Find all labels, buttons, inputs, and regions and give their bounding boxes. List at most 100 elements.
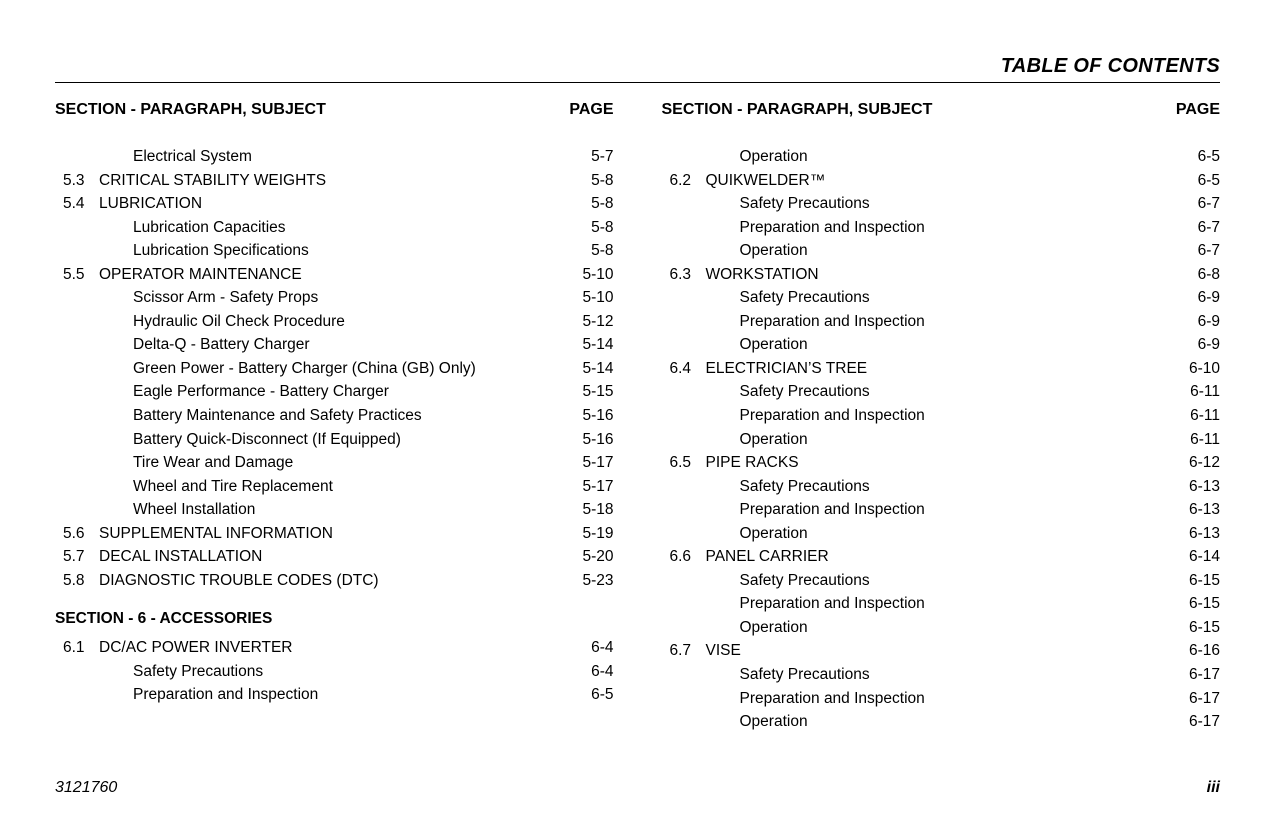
toc-entry-page: 5-19 (574, 522, 614, 546)
toc-entry-number: 5.8 (55, 569, 99, 593)
footer-doc-number: 3121760 (55, 779, 117, 797)
toc-entry: Eagle Performance - Battery Charger5-15 (55, 380, 614, 404)
column-header-left: SECTION - PARAGRAPH, SUBJECT (55, 101, 326, 119)
toc-entry: Operation 6-7 (662, 239, 1221, 263)
toc-entry-page: 6-4 (574, 660, 614, 684)
toc-entry-page: 5-16 (574, 428, 614, 452)
toc-entry-label: Preparation and Inspection (740, 310, 925, 334)
toc-entry-page: 5-8 (574, 239, 614, 263)
toc-entry: Preparation and Inspection6-9 (662, 310, 1221, 334)
toc-entry-number: 6.4 (662, 357, 706, 381)
toc-entry-page: 6-7 (1180, 239, 1220, 263)
toc-entry: 6.6PANEL CARRIER6-14 (662, 545, 1221, 569)
toc-entry-number: 6.2 (662, 169, 706, 193)
toc-entry-label: Delta-Q - Battery Charger (133, 333, 310, 357)
toc-entry-page: 6-15 (1180, 616, 1220, 640)
toc-entry: Operation6-15 (662, 616, 1221, 640)
toc-entry: Battery Quick-Disconnect (If Equipped) 5-… (55, 428, 614, 452)
toc-entry-label: OPERATOR MAINTENANCE (99, 263, 302, 287)
toc-entry: Green Power - Battery Charger (China (GB… (55, 357, 614, 381)
toc-entry: 6.7VISE 6-16 (662, 639, 1221, 663)
toc-entry-label: Hydraulic Oil Check Procedure (133, 310, 345, 334)
toc-entry-label: Electrical System (133, 145, 252, 169)
toc-entry: Safety Precautions6-15 (662, 569, 1221, 593)
toc-entry-page: 5-7 (574, 145, 614, 169)
toc-entry-label: Lubrication Capacities (133, 216, 286, 240)
toc-entry-number: 6.5 (662, 451, 706, 475)
toc-entry-page: 6-11 (1180, 428, 1220, 452)
toc-entry-page: 6-5 (574, 683, 614, 707)
toc-entry-page: 6-9 (1180, 333, 1220, 357)
toc-entry: Wheel Installation 5-18 (55, 498, 614, 522)
toc-entry-label: WORKSTATION (706, 263, 819, 287)
toc-entry-label: Safety Precautions (740, 286, 870, 310)
toc-entry-label: Safety Precautions (740, 475, 870, 499)
toc-entry-page: 5-8 (574, 216, 614, 240)
toc-entry-label: Operation (740, 239, 808, 263)
toc-entry-label: Operation (740, 428, 808, 452)
toc-entry-label: Battery Quick-Disconnect (If Equipped) (133, 428, 401, 452)
toc-entry-label: DIAGNOSTIC TROUBLE CODES (DTC) (99, 569, 379, 593)
toc-entry-page: 5-8 (574, 169, 614, 193)
toc-entry-page: 5-18 (574, 498, 614, 522)
toc-entry-label: Operation (740, 333, 808, 357)
toc-entry-label: Preparation and Inspection (133, 683, 318, 707)
toc-entry: 5.4LUBRICATION5-8 (55, 192, 614, 216)
toc-entry: Preparation and Inspection6-11 (662, 404, 1221, 428)
toc-entry: Safety Precautions 6-9 (662, 286, 1221, 310)
toc-entry: Lubrication Capacities 5-8 (55, 216, 614, 240)
toc-entry-page: 5-16 (574, 404, 614, 428)
toc-entry: Wheel and Tire Replacement 5-17 (55, 475, 614, 499)
toc-entry: 6.3WORKSTATION6-8 (662, 263, 1221, 287)
toc-entry: Scissor Arm - Safety Props5-10 (55, 286, 614, 310)
toc-entry-label: ELECTRICIAN’S TREE (706, 357, 868, 381)
toc-entry: Hydraulic Oil Check Procedure 5-12 (55, 310, 614, 334)
toc-entry: Preparation and Inspection 6-5 (55, 683, 614, 707)
toc-entry-number: 6.1 (55, 636, 99, 660)
toc-entry: 5.7DECAL INSTALLATION5-20 (55, 545, 614, 569)
toc-entry-number: 5.4 (55, 192, 99, 216)
toc-entry-label: SUPPLEMENTAL INFORMATION (99, 522, 333, 546)
toc-entry-page: 6-5 (1180, 169, 1220, 193)
toc-entry-label: QUIKWELDER™ (706, 169, 826, 193)
toc-entry-label: Safety Precautions (740, 569, 870, 593)
toc-entry-number: 5.3 (55, 169, 99, 193)
toc-entry: 5.3CRITICAL STABILITY WEIGHTS 5-8 (55, 169, 614, 193)
toc-entry-page: 6-13 (1180, 522, 1220, 546)
toc-section-title: SECTION - 6 - ACCESSORIES (55, 610, 614, 628)
toc-entry-label: Operation (740, 145, 808, 169)
toc-entry-label: Safety Precautions (740, 663, 870, 687)
toc-entry: 6.1DC/AC POWER INVERTER6-4 (55, 636, 614, 660)
toc-entry-page: 5-10 (574, 263, 614, 287)
toc-entry-label: Wheel and Tire Replacement (133, 475, 333, 499)
toc-entry: Preparation and Inspection6-13 (662, 498, 1221, 522)
toc-entry: 6.5PIPE RACKS6-12 (662, 451, 1221, 475)
toc-entry: Operation6-17 (662, 710, 1221, 734)
toc-entry-label: PIPE RACKS (706, 451, 799, 475)
toc-entry-number: 6.3 (662, 263, 706, 287)
toc-entry-label: Green Power - Battery Charger (China (GB… (133, 357, 476, 381)
toc-entry-number: 5.7 (55, 545, 99, 569)
toc-entry-page: 5-15 (574, 380, 614, 404)
footer-page-number: iii (1207, 779, 1220, 797)
column-header-left: SECTION - PARAGRAPH, SUBJECT (662, 101, 933, 119)
toc-entry-page: 6-5 (1180, 145, 1220, 169)
toc-entry-page: 5-12 (574, 310, 614, 334)
column-header: SECTION - PARAGRAPH, SUBJECT PAGE (55, 101, 614, 119)
toc-entry-label: Preparation and Inspection (740, 216, 925, 240)
toc-entry-page: 5-8 (574, 192, 614, 216)
toc-entry-label: CRITICAL STABILITY WEIGHTS (99, 169, 326, 193)
toc-entry: Safety Precautions6-17 (662, 663, 1221, 687)
toc-entry-page: 5-17 (574, 475, 614, 499)
toc-entry: Preparation and Inspection6-15 (662, 592, 1221, 616)
toc-entry-label: Safety Precautions (740, 192, 870, 216)
toc-entry-label: Wheel Installation (133, 498, 255, 522)
toc-entry-label: Scissor Arm - Safety Props (133, 286, 318, 310)
toc-entry-page: 6-9 (1180, 286, 1220, 310)
toc-entry-page: 6-16 (1180, 639, 1220, 663)
toc-entry-label: Safety Precautions (740, 380, 870, 404)
toc-entry-label: VISE (706, 639, 741, 663)
toc-entry-page: 6-11 (1180, 380, 1220, 404)
toc-entry-number: 6.7 (662, 639, 706, 663)
toc-entry-label: Safety Precautions (133, 660, 263, 684)
